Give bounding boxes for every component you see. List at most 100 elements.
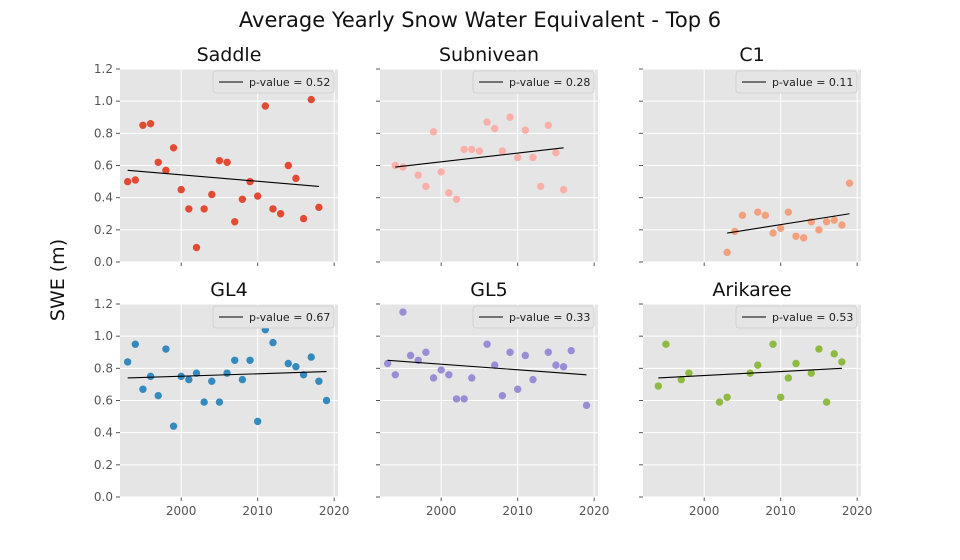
y-tick-label: 0.8 — [94, 126, 113, 140]
legend-box — [472, 70, 595, 94]
data-point — [552, 361, 560, 369]
y-tick-label: 1.2 — [94, 62, 113, 76]
trend-line — [127, 371, 327, 379]
data-point — [845, 179, 854, 187]
data-point — [192, 243, 201, 252]
data-point — [253, 192, 262, 200]
data-point — [391, 161, 399, 170]
data-point — [238, 375, 247, 384]
y-tick-label: 0.0 — [94, 490, 113, 504]
data-point — [815, 226, 823, 234]
data-point — [769, 340, 777, 348]
data-point — [322, 396, 331, 405]
data-point — [284, 359, 292, 368]
data-point — [200, 398, 208, 406]
data-point — [123, 177, 132, 186]
y-tick-label: 0.2 — [94, 458, 113, 472]
data-point — [654, 382, 662, 390]
data-point — [529, 375, 537, 384]
y-tick-label: 0.4 — [94, 191, 113, 205]
data-point — [429, 374, 438, 382]
data-point — [468, 374, 476, 382]
data-point — [399, 163, 407, 171]
trend-line — [127, 169, 319, 187]
data-point — [154, 158, 162, 166]
data-point — [238, 195, 247, 203]
data-point — [445, 189, 453, 197]
data-point — [460, 145, 468, 154]
y-tick-label: 1.0 — [94, 329, 113, 343]
y-tick-label: 0.6 — [94, 159, 113, 173]
data-point — [452, 395, 461, 403]
data-point — [838, 358, 846, 366]
x-tick-label: 2020 — [319, 504, 350, 518]
data-point — [123, 358, 132, 366]
y-tick-label: 0.8 — [94, 361, 113, 375]
data-point — [437, 168, 445, 176]
data-point — [215, 156, 224, 165]
data-point — [215, 398, 224, 406]
legend-label: p-value = 0.33 — [509, 311, 590, 324]
subplot-subnivean: Subnivean p-value = 0.28 — [376, 44, 598, 266]
data-point — [414, 171, 422, 179]
data-point — [162, 345, 170, 353]
legend-box — [735, 70, 858, 94]
trend-line — [727, 213, 850, 234]
legend-label: p-value = 0.28 — [509, 76, 590, 89]
data-point — [223, 158, 231, 166]
legend-label: p-value = 0.11 — [772, 76, 853, 89]
data-point — [559, 363, 568, 371]
data-point — [169, 144, 178, 152]
trend-line — [387, 359, 587, 376]
data-point — [776, 224, 785, 232]
data-point — [208, 377, 216, 385]
data-point — [445, 371, 453, 379]
data-point — [784, 208, 793, 216]
data-point — [422, 182, 430, 191]
data-point — [292, 363, 300, 371]
trend-line — [395, 147, 564, 168]
data-point — [299, 214, 308, 223]
data-point — [498, 391, 507, 400]
data-point — [231, 356, 239, 364]
data-point — [822, 218, 831, 226]
data-point — [483, 340, 491, 348]
data-point — [685, 369, 693, 377]
subplot-title: GL4 — [210, 279, 247, 301]
subplot-gl4: 2000 2010 2020 0.0 0.2 0.4 0.6 0.8 1.0 1.2 GL4p-va… — [94, 279, 350, 518]
data-point — [838, 221, 846, 229]
data-point — [422, 348, 430, 356]
data-point — [807, 369, 815, 377]
data-point — [131, 340, 139, 348]
data-point — [754, 361, 762, 369]
legend-label: p-value = 0.52 — [249, 76, 330, 89]
figure-title: Average Yearly Snow Water Equivalent - T… — [238, 8, 722, 32]
data-point — [521, 126, 530, 134]
x-tick-label: 2010 — [242, 504, 273, 518]
data-point — [185, 205, 193, 213]
data-point — [200, 205, 208, 213]
y-tick-label: 0.4 — [94, 426, 113, 440]
legend-label: p-value = 0.67 — [249, 311, 330, 324]
data-point — [506, 113, 514, 121]
data-point — [662, 340, 670, 348]
data-point — [513, 385, 522, 393]
data-point — [223, 369, 231, 377]
data-point — [139, 385, 147, 393]
data-point — [452, 195, 461, 203]
trend-line — [658, 367, 842, 379]
data-point — [154, 391, 162, 400]
y-tick-label: 0.2 — [94, 223, 113, 237]
data-point — [131, 176, 139, 184]
data-point — [498, 147, 507, 155]
legend-box — [212, 70, 335, 94]
data-point — [521, 351, 530, 360]
data-point — [307, 95, 315, 104]
data-point — [754, 208, 762, 216]
data-point — [307, 353, 315, 361]
data-point — [284, 161, 292, 170]
y-tick-label: 0.6 — [94, 394, 113, 408]
data-point — [513, 153, 522, 162]
x-tick-label: 2020 — [579, 504, 610, 518]
data-point — [246, 177, 254, 186]
